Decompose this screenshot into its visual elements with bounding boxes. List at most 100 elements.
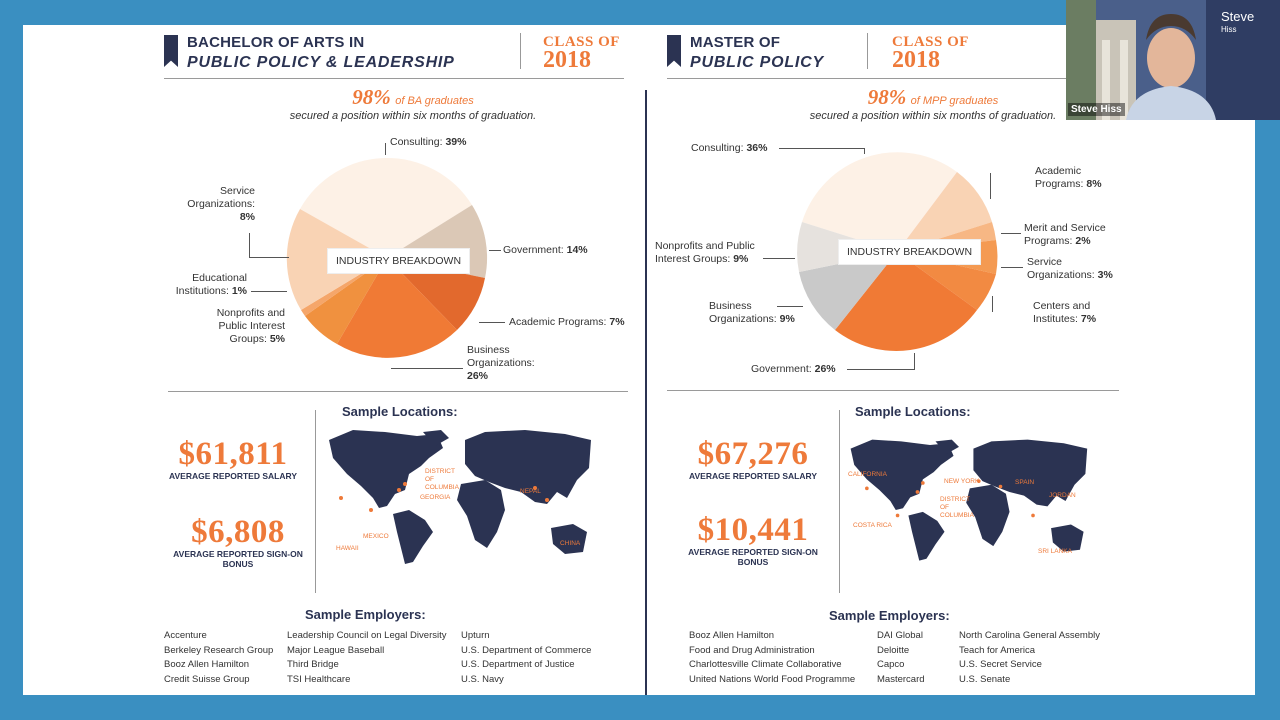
left-program-title: BACHELOR OF ARTS IN PUBLIC POLICY & LEAD… xyxy=(187,33,455,73)
pie-slice-government xyxy=(835,252,977,351)
leader-line xyxy=(779,148,865,149)
participant-first-name: Steve xyxy=(1221,9,1255,24)
sample-employers-title: Sample Employers: xyxy=(829,608,950,623)
right-class-of: CLASS OF 2018 xyxy=(892,33,969,73)
class-of-label: CLASS OF xyxy=(892,34,969,50)
class-year: 2018 xyxy=(543,47,591,73)
map-label: COSTA RICA xyxy=(853,522,892,529)
leader-line xyxy=(990,173,991,199)
bonus-amount: $6,808 xyxy=(191,514,285,550)
center-divider xyxy=(645,90,647,695)
leader-line xyxy=(1001,233,1021,234)
employer-column: Accenture Berkeley Research Group Booz All… xyxy=(164,630,274,686)
sample-locations-title: Sample Locations: xyxy=(855,404,971,419)
pie-slice-nonprofits xyxy=(305,258,387,344)
salary-caption: AVERAGE REPORTED SALARY xyxy=(689,471,817,481)
employer-column: Booz Allen Hamilton Food and Drug Adminis… xyxy=(689,630,856,686)
map-label: NEPAL xyxy=(520,488,541,495)
slice-label-consulting: Consulting: 39% xyxy=(390,136,467,148)
left-title-line2: PUBLIC POLICY & LEADERSHIP xyxy=(187,54,455,71)
slice-label-educational: Educational Institutions: 1% xyxy=(175,272,247,297)
participant-name-tag: Steve Hiss xyxy=(1068,103,1125,116)
class-of-label: CLASS OF xyxy=(543,34,620,50)
leader-line xyxy=(847,369,915,370)
bookmark-icon xyxy=(164,35,178,67)
map-label: HAWAII xyxy=(336,545,359,552)
divider xyxy=(315,410,316,593)
map-label: DISTRICT OF COLUMBIA xyxy=(940,496,974,519)
map-label: SRI LANKA xyxy=(1038,548,1072,555)
slice-label-government: Government: 26% xyxy=(751,363,836,375)
slice-label-centers: Centers and Institutes: 7% xyxy=(1033,300,1097,325)
pie-slice-business xyxy=(337,258,457,358)
leader-line xyxy=(992,296,993,312)
placement-subtext: secured a position within six months of … xyxy=(289,110,537,122)
industry-breakdown-label: INDUSTRY BREAKDOWN xyxy=(327,248,471,274)
slice-label-academic: Academic Programs: 8% xyxy=(1035,165,1102,190)
bonus-amount: $10,441 xyxy=(697,512,809,548)
leader-line xyxy=(914,353,915,370)
class-year: 2018 xyxy=(892,47,940,73)
presentation-slide: BACHELOR OF ARTS IN PUBLIC POLICY & LEAD… xyxy=(23,25,1255,695)
leader-line xyxy=(391,368,463,369)
presenter-video-tile[interactable]: Steve Hiss Steve Hiss xyxy=(1066,0,1280,120)
left-sign-on-bonus: $6,808 AVERAGE REPORTED SIGN-ON BONUS xyxy=(163,515,313,569)
salary-amount: $67,276 xyxy=(697,436,809,472)
bonus-caption: AVERAGE REPORTED SIGN-ON BONUS xyxy=(173,549,303,569)
industry-breakdown-label: INDUSTRY BREAKDOWN xyxy=(838,239,982,265)
leader-line xyxy=(777,306,803,307)
employer-column: Leadership Council on Legal Diversity Maj… xyxy=(287,630,447,686)
divider xyxy=(164,78,624,79)
employer-column: Upturn U.S. Department of Commerce U.S. De… xyxy=(461,630,592,686)
divider xyxy=(168,391,628,392)
right-title-line1: MASTER OF xyxy=(690,34,781,51)
pie-slice-business xyxy=(799,252,897,330)
divider xyxy=(839,410,840,593)
left-world-map xyxy=(329,430,591,564)
right-program-title: MASTER OF PUBLIC POLICY xyxy=(690,33,824,73)
map-label: SPAIN xyxy=(1015,479,1035,486)
map-label: MEXICO xyxy=(363,533,389,540)
salary-caption: AVERAGE REPORTED SALARY xyxy=(169,471,297,481)
map-label: NEW YORK xyxy=(944,478,980,485)
leader-line xyxy=(249,257,289,258)
sample-locations-title: Sample Locations: xyxy=(342,404,458,419)
placement-subtext: secured a position within six months of … xyxy=(809,110,1057,122)
pie-slice-academic xyxy=(897,172,992,252)
left-title-line1: BACHELOR OF ARTS IN xyxy=(187,34,365,51)
leader-line xyxy=(249,233,250,257)
participant-last-name: Hiss xyxy=(1221,25,1237,34)
slice-label-consulting: Consulting: 36% xyxy=(691,142,768,154)
map-label: GEORGIA xyxy=(420,494,451,501)
leader-line xyxy=(251,291,287,292)
right-world-map xyxy=(850,439,1088,561)
divider xyxy=(667,390,1119,391)
right-sign-on-bonus: $10,441 AVERAGE REPORTED SIGN-ON BONUS xyxy=(678,513,828,567)
slice-label-business: Business Organizations: 9% xyxy=(709,300,795,325)
slice-label-merit-service: Merit and Service Programs: 2% xyxy=(1024,222,1106,247)
leader-line xyxy=(763,258,795,259)
left-avg-salary: $61,811 AVERAGE REPORTED SALARY xyxy=(163,437,303,481)
employer-column: North Carolina General Assembly Teach for… xyxy=(959,630,1100,686)
pie-slice-centers xyxy=(897,252,996,310)
leader-line xyxy=(489,250,501,251)
pie-slice-consulting xyxy=(802,152,957,252)
map-label: JORDAN xyxy=(1049,492,1076,499)
salary-amount: $61,811 xyxy=(178,436,288,472)
bookmark-icon xyxy=(667,35,681,67)
leader-line xyxy=(385,143,386,155)
pie-slice-consulting xyxy=(300,157,472,258)
map-label: DISTRICT OF COLUMBIA xyxy=(425,468,459,491)
map-label: CALIFORNIA xyxy=(848,471,888,478)
left-class-of: CLASS OF 2018 xyxy=(543,33,620,73)
placement-label: of BA graduates xyxy=(395,95,474,107)
slice-label-service-org: Service Organizations: 3% xyxy=(1027,256,1113,281)
slice-label-business: Business Organizations: 26% xyxy=(467,344,535,382)
placement-percent: 98% xyxy=(867,85,907,109)
left-placement-stat: 98% of BA graduates secured a position w… xyxy=(203,85,623,122)
divider xyxy=(867,33,868,69)
map-label: CHINA xyxy=(560,540,581,547)
slice-label-government: Government: 14% xyxy=(503,244,588,256)
presenter-video xyxy=(1066,0,1280,120)
slice-label-academic: Academic Programs: 7% xyxy=(509,316,625,328)
